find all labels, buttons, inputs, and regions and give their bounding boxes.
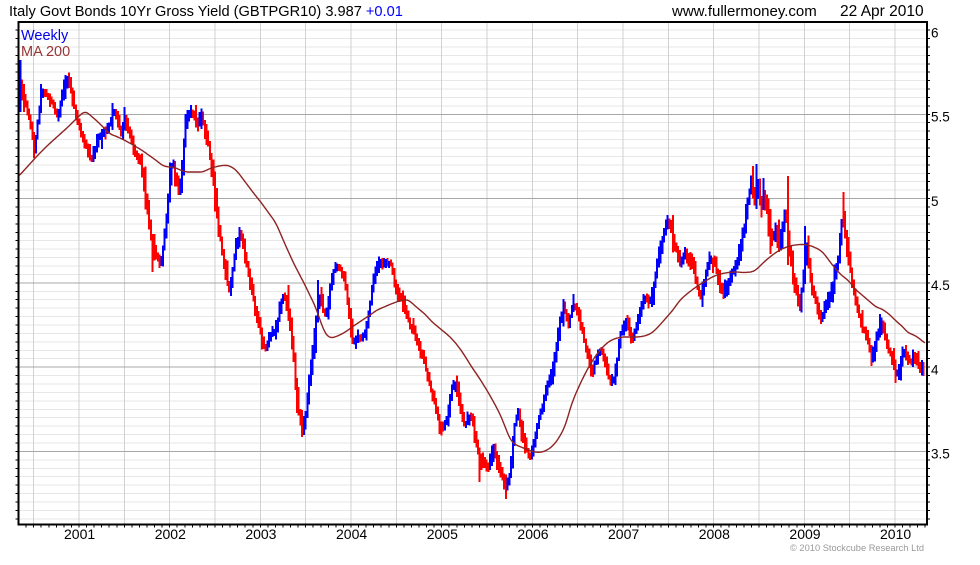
svg-text:2007: 2007	[608, 526, 639, 542]
svg-text:www.fullermoney.com: www.fullermoney.com	[671, 3, 817, 20]
svg-text:2004: 2004	[336, 526, 367, 542]
svg-text:2009: 2009	[789, 526, 820, 542]
svg-text:2010: 2010	[880, 526, 911, 542]
svg-text:5: 5	[931, 194, 939, 209]
svg-text:22 Apr 2010: 22 Apr 2010	[840, 3, 924, 20]
svg-text:2006: 2006	[517, 526, 548, 542]
svg-text:2001: 2001	[64, 526, 95, 542]
svg-text:© 2010 Stockcube Research Ltd: © 2010 Stockcube Research Ltd	[790, 543, 924, 553]
svg-text:MA 200: MA 200	[21, 44, 70, 60]
svg-text:Italy Govt Bonds 10Yr Gross Yi: Italy Govt Bonds 10Yr Gross Yield (GBTPG…	[9, 4, 403, 20]
svg-text:2005: 2005	[427, 526, 458, 542]
svg-text:Weekly: Weekly	[21, 28, 69, 44]
svg-text:6: 6	[931, 25, 939, 40]
svg-text:2003: 2003	[245, 526, 276, 542]
svg-text:4: 4	[931, 363, 939, 378]
svg-text:5.5: 5.5	[931, 110, 950, 125]
svg-text:2008: 2008	[699, 526, 730, 542]
svg-text:3.5: 3.5	[931, 447, 950, 462]
svg-text:4.5: 4.5	[931, 278, 950, 293]
svg-text:2002: 2002	[155, 526, 186, 542]
